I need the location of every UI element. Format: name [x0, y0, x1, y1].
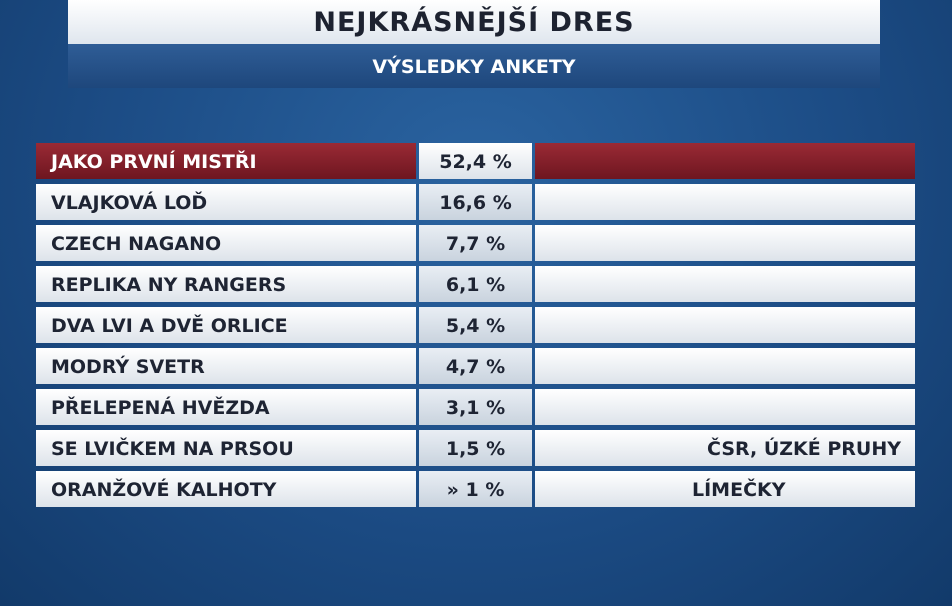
- table-row: CZECH NAGANO 7,7 %: [36, 225, 915, 261]
- note: LÍMEČKY: [535, 471, 915, 507]
- jersey-name: PŘELEPENÁ HVĚZDA: [36, 389, 416, 425]
- note: [535, 389, 915, 425]
- table-row: DVA LVI A DVĚ ORLICE 5,4 %: [36, 307, 915, 343]
- jersey-name: VLAJKOVÁ LOĎ: [36, 184, 416, 220]
- vote-share: 7,7 %: [419, 225, 532, 261]
- jersey-name: REPLIKA NY RANGERS: [36, 266, 416, 302]
- jersey-name: ORANŽOVÉ KALHOTY: [36, 471, 416, 507]
- note: [535, 184, 915, 220]
- vote-share: 1,5 %: [419, 430, 532, 466]
- vote-share: » 1 %: [419, 471, 532, 507]
- vote-share: 16,6 %: [419, 184, 532, 220]
- jersey-name: JAKO PRVNÍ MISTŘI: [36, 143, 416, 179]
- jersey-name: DVA LVI A DVĚ ORLICE: [36, 307, 416, 343]
- note: ČSR, ÚZKÉ PRUHY: [535, 430, 915, 466]
- jersey-name: CZECH NAGANO: [36, 225, 416, 261]
- vote-share: 6,1 %: [419, 266, 532, 302]
- vote-share: 4,7 %: [419, 348, 532, 384]
- jersey-name: MODRÝ SVETR: [36, 348, 416, 384]
- table-row: ORANŽOVÉ KALHOTY» 1 % LÍMEČKY: [36, 471, 915, 507]
- table-row: VLAJKOVÁ LOĎ 16,6 %: [36, 184, 915, 220]
- note: [535, 307, 915, 343]
- note: [535, 143, 915, 179]
- table-row: PŘELEPENÁ HVĚZDA 3,1 %: [36, 389, 915, 425]
- note: [535, 266, 915, 302]
- note: [535, 225, 915, 261]
- note: [535, 348, 915, 384]
- subtitle: VÝSLEDKY ANKETY: [68, 44, 880, 88]
- table-row: MODRÝ SVETR 4,7 %: [36, 348, 915, 384]
- vote-share: 5,4 %: [419, 307, 532, 343]
- title: NEJKRÁSNĚJŠÍ DRES: [68, 0, 880, 44]
- table-row: JAKO PRVNÍ MISTŘI 52,4 %: [36, 143, 915, 179]
- table-row: REPLIKA NY RANGERS 6,1 %: [36, 266, 915, 302]
- jersey-name: SE LVIČKEM NA PRSOU: [36, 430, 416, 466]
- table-row: SE LVIČKEM NA PRSOU 1,5 % ČSR, ÚZKÉ PRUHY: [36, 430, 915, 466]
- vote-share: 52,4 %: [419, 143, 532, 179]
- vote-share: 3,1 %: [419, 389, 532, 425]
